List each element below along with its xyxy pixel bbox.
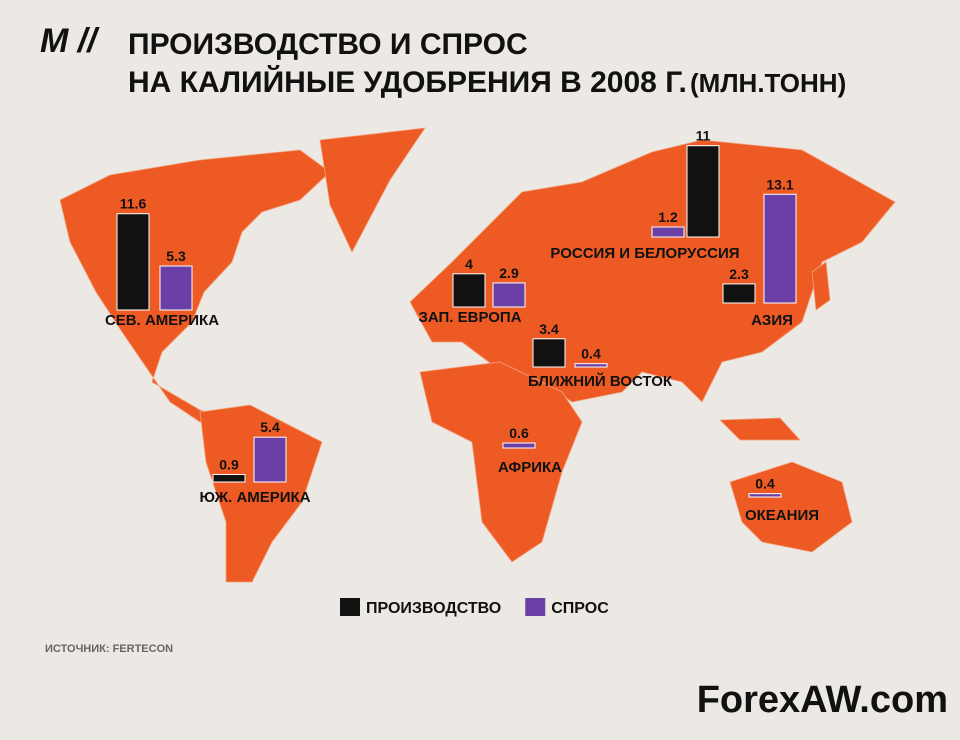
value-label: 2.9 xyxy=(499,265,519,281)
south-america xyxy=(199,404,323,583)
region-label: АЗИЯ xyxy=(751,312,793,329)
bar xyxy=(212,474,246,483)
title: ПРОИЗВОДСТВО И СПРОС xyxy=(128,28,528,61)
indonesia xyxy=(719,417,801,441)
region-label: ОКЕАНИЯ xyxy=(745,507,819,524)
value-label: 5.3 xyxy=(166,248,186,264)
unit: (МЛН.ТОНН) xyxy=(690,68,846,98)
value-label: 0.4 xyxy=(755,476,775,492)
bar xyxy=(253,436,287,483)
region-label: БЛИЖНИЙ ВОСТОК xyxy=(528,372,673,390)
subtitle: НА КАЛИЙНЫЕ УДОБРЕНИЯ В 2008 Г. xyxy=(128,65,687,99)
value-label: 11.6 xyxy=(120,196,147,212)
region-label: ЗАП. ЕВРОПА xyxy=(418,309,521,326)
value-label: 2.3 xyxy=(729,266,749,282)
bar xyxy=(686,145,720,238)
legend-label: СПРОС xyxy=(551,600,609,617)
bar xyxy=(722,283,756,304)
bars: 11.6 5.3 СЕВ. АМЕРИКА 0.9 5.4 ЮЖ. АМЕРИКА 4 2.9… xyxy=(105,128,819,524)
value-label: 13.1 xyxy=(766,176,793,192)
source: ИСТОЧНИК: FERTECON xyxy=(45,643,173,655)
region-label: АФРИКА xyxy=(498,459,562,476)
bar xyxy=(748,493,782,498)
legend-label: ПРОИЗВОДСТВО xyxy=(366,600,501,617)
value-label: 3.4 xyxy=(539,321,559,337)
value-label: 0.9 xyxy=(219,457,239,473)
value-label: 5.4 xyxy=(260,419,280,435)
legend-swatch xyxy=(340,598,360,616)
region-label: СЕВ. АМЕРИКА xyxy=(105,312,219,329)
value-label: 0.4 xyxy=(581,346,601,362)
bar xyxy=(532,338,566,368)
africa xyxy=(419,361,583,563)
japan xyxy=(811,261,831,311)
legend-swatch xyxy=(525,598,546,616)
greenland xyxy=(319,127,426,253)
bar xyxy=(763,193,797,304)
value-label: 0.6 xyxy=(509,425,529,441)
value-label: 1.2 xyxy=(658,209,678,225)
bar xyxy=(492,282,526,308)
bar xyxy=(574,363,608,368)
region-label: РОССИЯ И БЕЛОРУССИЯ xyxy=(550,245,739,262)
australia xyxy=(729,461,853,553)
bar xyxy=(116,213,150,311)
value-label: 11 xyxy=(696,128,711,144)
watermark: ForexAW.com xyxy=(697,679,948,721)
legend: ПРОИЗВОДСТВО СПРОС xyxy=(340,598,609,617)
bar xyxy=(452,273,486,308)
bar xyxy=(159,265,193,311)
bar xyxy=(651,226,685,238)
logo: M // xyxy=(40,22,100,60)
bar xyxy=(502,442,536,449)
value-label: 4 xyxy=(465,256,473,272)
region-label: ЮЖ. АМЕРИКА xyxy=(199,489,310,506)
